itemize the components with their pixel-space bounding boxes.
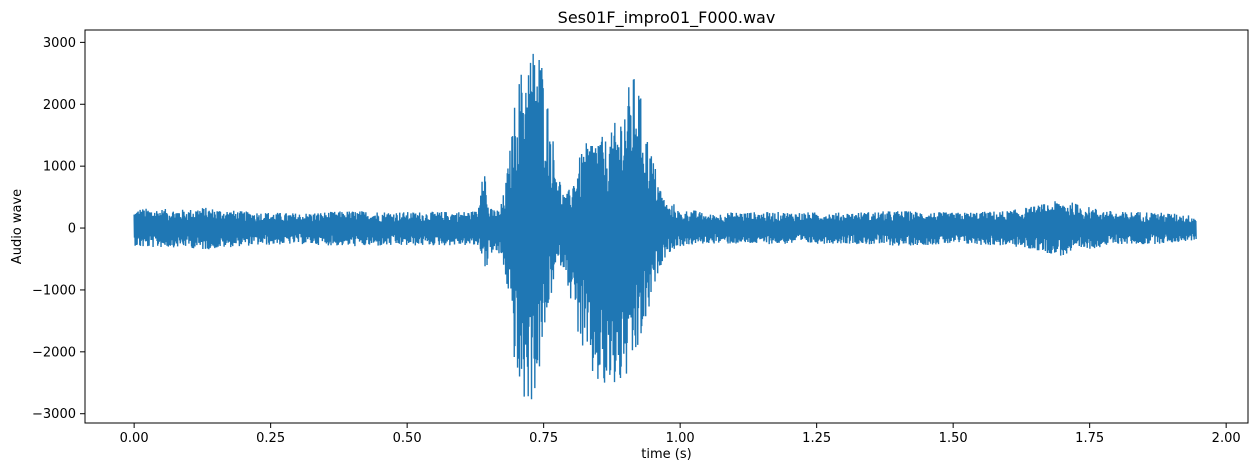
x-tick-label: 0.25 bbox=[256, 431, 285, 446]
x-tick-label: 1.25 bbox=[802, 431, 831, 446]
x-tick-label: 0.50 bbox=[393, 431, 422, 446]
y-axis-label: Audio wave bbox=[10, 189, 25, 264]
x-tick-label: 2.00 bbox=[1212, 431, 1241, 446]
x-axis-label: time (s) bbox=[641, 447, 691, 462]
y-tick-label: 1000 bbox=[43, 160, 76, 175]
x-tick-label: 1.50 bbox=[939, 431, 968, 446]
x-tick-label: 0.00 bbox=[120, 431, 149, 446]
y-tick-label: −1000 bbox=[32, 283, 76, 298]
x-tick-label: 1.00 bbox=[666, 431, 695, 446]
y-tick-label: −2000 bbox=[32, 345, 76, 360]
y-tick-label: −3000 bbox=[32, 407, 76, 422]
chart-title: Ses01F_impro01_F000.wav bbox=[558, 8, 776, 28]
plot-frame bbox=[84, 29, 1249, 424]
x-tick-label: 1.75 bbox=[1075, 431, 1104, 446]
x-axis: 0.00 0.25 0.50 0.75 1.00 1.25 1.50 1.75 2.00 bbox=[120, 423, 1241, 446]
x-tick-label: 0.75 bbox=[529, 431, 558, 446]
y-axis: −3000 −2000 −1000 0 1000 2000 3000 bbox=[32, 36, 85, 422]
waveform-line bbox=[133, 53, 1197, 400]
y-tick-label: 3000 bbox=[43, 36, 76, 51]
y-tick-label: 0 bbox=[68, 222, 76, 237]
y-tick-label: 2000 bbox=[43, 98, 76, 113]
waveform bbox=[133, 53, 1197, 400]
